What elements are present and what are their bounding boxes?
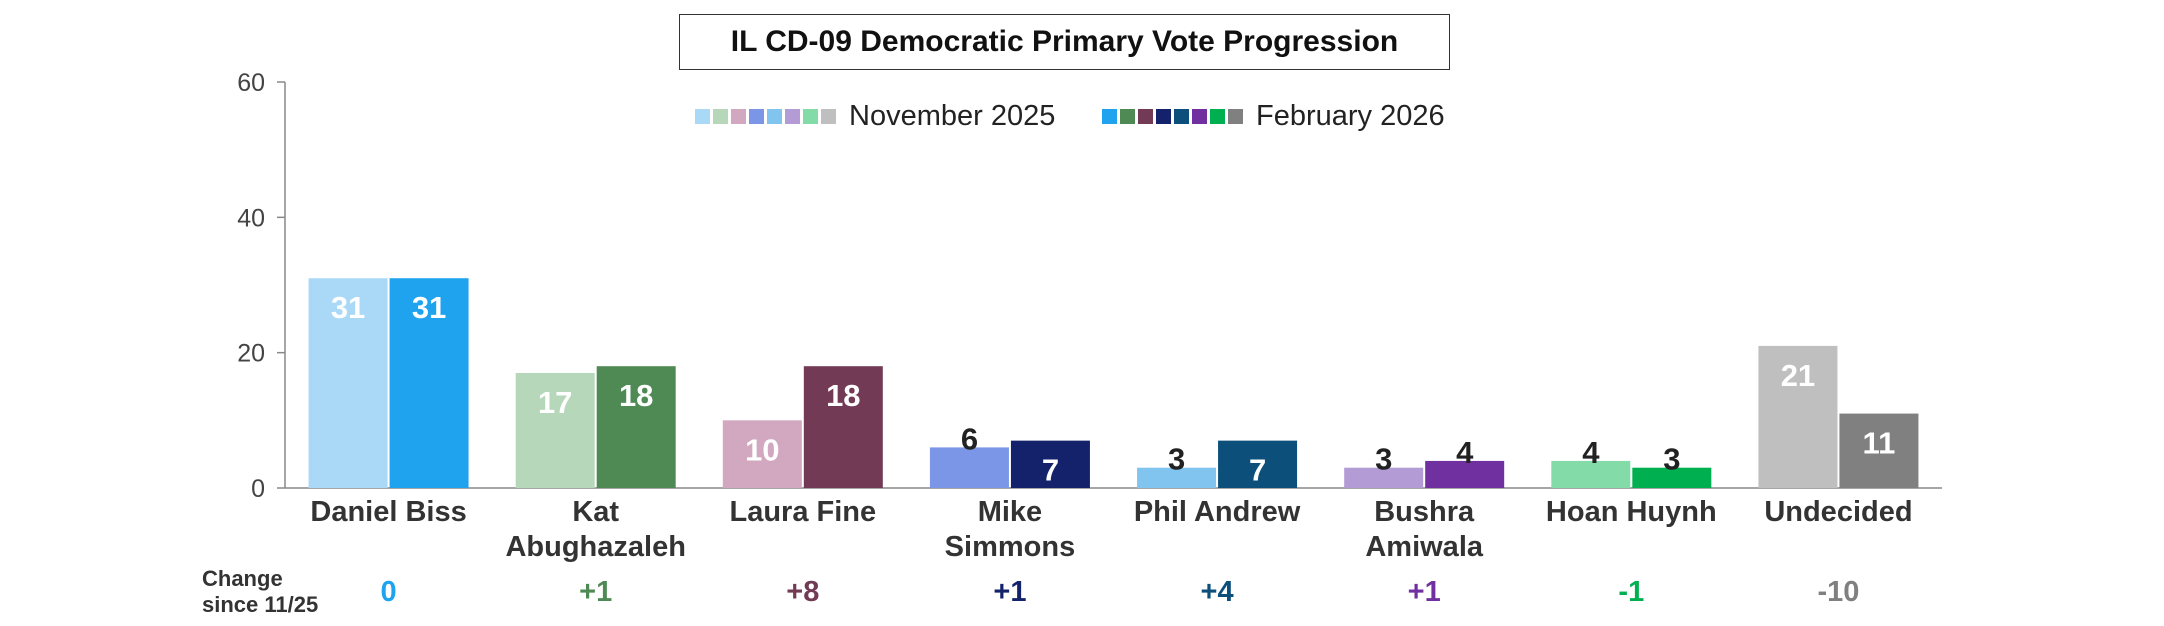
data-label: 6 (961, 421, 978, 456)
y-tick-label: 0 (251, 475, 265, 503)
legend-label: February 2026 (1256, 99, 1445, 132)
x-tick-label: Kat (572, 496, 619, 528)
legend-label: November 2025 (849, 99, 1056, 132)
legend-swatch (785, 108, 800, 124)
chart-title: IL CD-09 Democratic Primary Vote Progres… (679, 14, 1450, 70)
data-label: 4 (1456, 435, 1474, 470)
legend-swatch (1120, 108, 1135, 124)
data-label: 3 (1663, 442, 1680, 477)
legend-swatch (1210, 108, 1225, 124)
change-caption-line: since 11/25 (202, 592, 319, 617)
legend-swatch (731, 108, 746, 124)
legend-swatch (749, 108, 764, 124)
data-label: 18 (826, 378, 860, 413)
change-value: +1 (579, 576, 613, 608)
bar (389, 278, 469, 488)
legend-swatch (695, 108, 710, 124)
x-tick-label: Abughazaleh (505, 531, 685, 563)
legend-entry-november-2025: November 2025 (695, 96, 1055, 136)
legend-swatch (1102, 108, 1117, 124)
legend-swatch (767, 108, 782, 124)
bar (596, 366, 676, 488)
legend-swatch (1228, 108, 1243, 124)
y-tick-label: 40 (237, 204, 265, 232)
x-tick-label: Simmons (945, 531, 1076, 563)
legend-swatches-november-2025 (695, 108, 839, 124)
bar (1632, 467, 1712, 488)
x-tick-label: Daniel Biss (310, 496, 466, 528)
change-value: +8 (786, 576, 820, 608)
bar (1839, 413, 1919, 488)
x-tick-label: Bushra (1374, 496, 1475, 528)
x-tick-label: Hoan Huynh (1546, 496, 1717, 528)
data-label: 18 (619, 378, 653, 413)
y-tick-label: 60 (237, 69, 265, 97)
data-label: 11 (1863, 426, 1896, 461)
bar (803, 366, 883, 488)
change-value: -1 (1618, 576, 1645, 608)
change-value: +1 (1407, 576, 1441, 608)
change-caption-line: Change (202, 566, 283, 591)
change-value: -10 (1817, 576, 1860, 608)
legend-swatch (713, 108, 728, 124)
bar (1218, 440, 1298, 488)
change-value: +1 (993, 576, 1027, 608)
legend-swatch (1174, 108, 1189, 124)
legend-swatch (1192, 108, 1207, 124)
data-label: 31 (331, 290, 365, 325)
bar (1344, 467, 1424, 488)
data-label: 4 (1582, 435, 1600, 470)
legend-swatch (803, 108, 818, 124)
legend-swatch (821, 108, 836, 124)
legend-entry-february-2026: February 2026 (1102, 96, 1445, 136)
change-value: 0 (380, 576, 397, 608)
data-label: 31 (412, 290, 446, 325)
x-tick-label: Amiwala (1365, 531, 1484, 563)
x-tick-label: Phil Andrew (1134, 496, 1301, 528)
x-tick-label: Undecided (1764, 496, 1912, 528)
change-caption: Change since 11/25 (202, 566, 352, 618)
change-value: +4 (1200, 576, 1234, 608)
bar (722, 420, 802, 488)
bar (1137, 467, 1217, 488)
legend-swatch (1156, 108, 1171, 124)
bar (929, 447, 1009, 488)
bar (515, 372, 595, 488)
bar (1010, 440, 1090, 488)
y-tick-label: 20 (237, 340, 265, 368)
bar (1551, 460, 1631, 488)
x-tick-label: Laura Fine (729, 496, 876, 528)
data-label: 7 (1249, 453, 1266, 488)
data-label: 3 (1168, 442, 1185, 477)
bar (308, 278, 388, 488)
data-label: 10 (745, 432, 779, 467)
data-label: 17 (538, 385, 572, 420)
data-label: 3 (1375, 442, 1392, 477)
data-label: 7 (1042, 453, 1059, 488)
bar (1425, 460, 1505, 488)
data-label: 21 (1781, 358, 1815, 393)
x-tick-label: Mike (978, 496, 1042, 528)
legend-swatches-february-2026 (1102, 108, 1246, 124)
bar (1758, 345, 1838, 488)
legend-swatch (1138, 108, 1153, 124)
